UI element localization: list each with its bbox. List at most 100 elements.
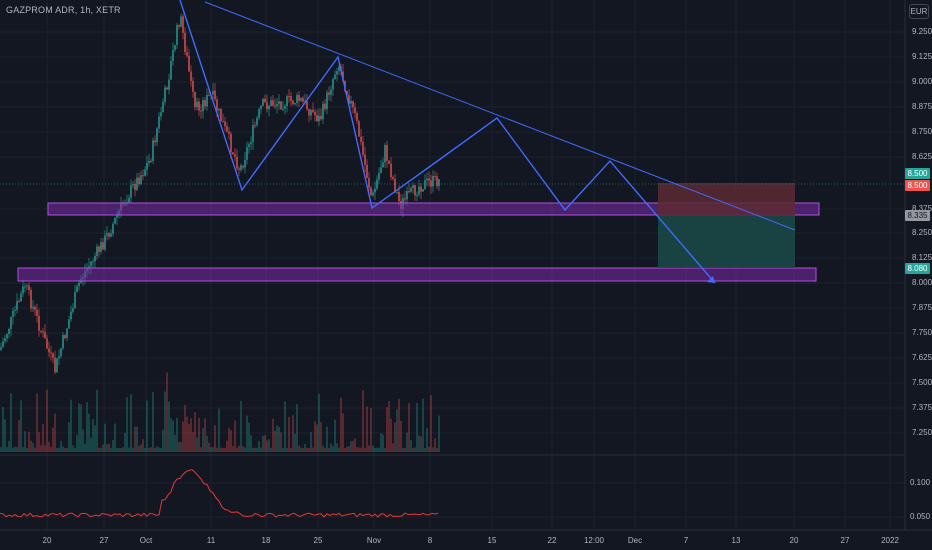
symbol-title[interactable]: GAZPROM ADR, 1h, XETR — [6, 5, 121, 15]
volume-bar — [198, 417, 200, 452]
volume-bar — [20, 400, 22, 452]
currency-button[interactable]: EUR — [909, 4, 929, 19]
projected-path[interactable] — [431, 117, 716, 284]
volume-bar — [298, 445, 300, 452]
candle-body — [32, 306, 34, 309]
volume-bar — [410, 440, 412, 452]
volume-bar — [128, 447, 130, 452]
volume-bar — [188, 423, 190, 452]
volume-bar — [160, 447, 162, 452]
candle-body — [414, 185, 416, 196]
candle-body — [286, 96, 288, 106]
candle-body — [22, 286, 24, 294]
candle-body — [174, 44, 176, 51]
candle-body — [218, 108, 220, 111]
volume-bar — [98, 447, 100, 452]
candle-body — [300, 98, 302, 101]
volume-bar — [234, 420, 236, 452]
position-stop-area[interactable] — [658, 183, 795, 216]
candle-body — [36, 310, 38, 316]
candle-body — [404, 198, 406, 200]
volume-bar — [18, 420, 20, 452]
stop-price-badge: 8.500 — [905, 180, 930, 191]
volume-bar — [316, 424, 318, 452]
candle-body — [390, 163, 392, 178]
volume-bar — [130, 394, 132, 452]
candle-body — [160, 112, 162, 117]
candle-body — [20, 293, 22, 302]
volume-bar — [216, 447, 218, 452]
volume-bar — [6, 447, 8, 452]
volume-bar — [386, 407, 388, 452]
volume-bar — [22, 447, 24, 452]
price-tick-label: 8.125 — [912, 253, 932, 262]
volume-bar — [40, 445, 42, 452]
candle-body — [28, 285, 30, 291]
volume-bar — [228, 427, 230, 452]
support-zone-upper[interactable] — [47, 202, 820, 216]
volume-bar — [192, 432, 194, 452]
volume-bar — [308, 447, 310, 452]
volume-bar — [404, 447, 406, 452]
volume-bar — [122, 447, 124, 452]
volume-bar — [194, 412, 196, 452]
date-tick-label: 27 — [840, 536, 850, 545]
volume-bar — [428, 446, 430, 452]
take-profit-badge: 8.080 — [905, 263, 930, 274]
candle-body — [332, 79, 334, 90]
volume-bar — [24, 431, 26, 452]
position-target-area[interactable] — [658, 216, 795, 268]
candle-body — [114, 217, 116, 224]
volume-bar — [112, 440, 114, 452]
candle-body — [42, 331, 44, 333]
volume-bar — [94, 425, 96, 452]
candle-body — [14, 309, 16, 311]
volume-bar — [82, 429, 84, 452]
candle-body — [358, 121, 360, 137]
price-tick-label: 8.250 — [912, 228, 932, 237]
candle-body — [24, 286, 26, 288]
volume-bar — [396, 409, 398, 452]
volume-bar — [238, 445, 240, 452]
candle-body — [106, 233, 108, 236]
volume-bar — [236, 447, 238, 452]
support-zone-lower[interactable] — [17, 267, 817, 282]
volume-bar — [376, 447, 378, 452]
candle-body — [94, 256, 96, 262]
volume-bar — [140, 444, 142, 452]
price-tick-label: 7.750 — [912, 328, 932, 337]
candle-body — [334, 74, 336, 80]
volume-bar — [382, 434, 384, 452]
volume-bar — [72, 445, 74, 452]
candle-body — [214, 90, 216, 100]
volume-bar — [106, 444, 108, 452]
volume-bar — [328, 447, 330, 452]
volume-bar — [258, 441, 260, 452]
volume-bar — [92, 419, 94, 452]
volume-bar — [296, 404, 298, 452]
date-tick-label: 8 — [427, 536, 433, 545]
candle-body — [182, 16, 184, 33]
candle-body — [176, 25, 178, 45]
volume-bar — [88, 413, 90, 452]
volume-bar — [346, 446, 348, 452]
volume-bar — [212, 447, 214, 452]
volume-bar — [46, 389, 48, 452]
descending-trendline[interactable] — [204, 1, 796, 231]
volume-bar — [4, 419, 6, 452]
candle-body — [190, 71, 192, 81]
candle-body — [192, 80, 194, 92]
volume-bar — [12, 447, 14, 452]
candle-body — [418, 186, 420, 195]
volume-bar — [114, 423, 116, 452]
candle-body — [310, 109, 312, 116]
candle-body — [16, 301, 18, 310]
volume-bar — [400, 420, 402, 452]
candle-body — [134, 184, 136, 190]
zigzag-pattern[interactable] — [179, 0, 433, 210]
candle-body — [398, 191, 400, 202]
candle-body — [326, 92, 328, 109]
candle-body — [408, 191, 410, 193]
candle-body — [322, 103, 324, 120]
